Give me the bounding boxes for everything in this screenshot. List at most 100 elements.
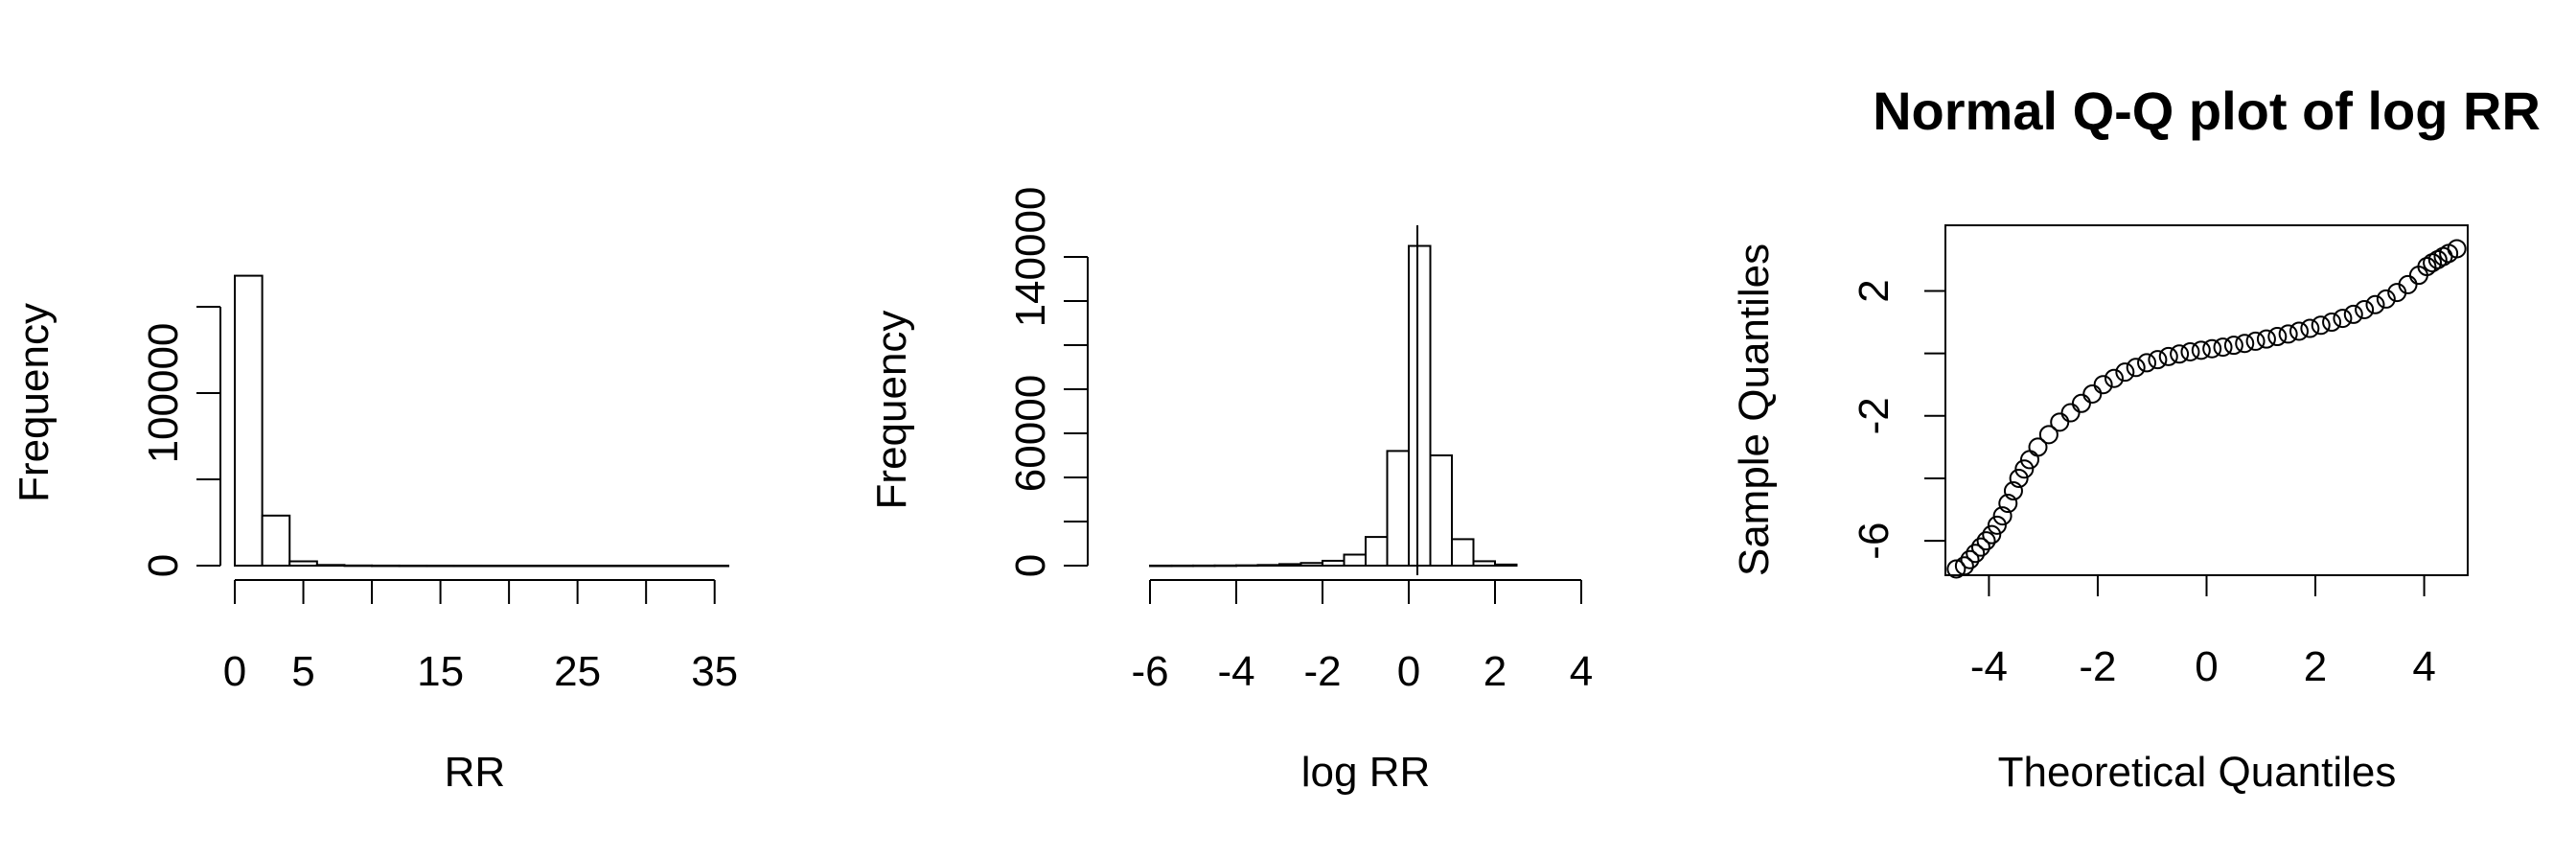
- qq-point: [2180, 341, 2200, 361]
- histogram-bar: [1429, 454, 1453, 567]
- qq-point: [2014, 459, 2035, 479]
- x-tick-label: 35: [691, 648, 738, 695]
- qq-point: [2104, 368, 2124, 388]
- histogram-bar: [1170, 564, 1194, 568]
- histogram-bar: [1278, 563, 1302, 568]
- histogram-bar: [426, 564, 455, 568]
- qq-point: [2417, 257, 2437, 277]
- plot-title: Normal Q-Q plot of log RR: [1873, 81, 2541, 141]
- histogram-bar: [315, 564, 346, 568]
- y-tick-label: 100000: [140, 323, 187, 464]
- qq-point: [2009, 468, 2029, 488]
- qq-point: [2202, 338, 2222, 359]
- x-tick-label: 2: [2304, 643, 2327, 690]
- y-tick-label: 2: [1851, 279, 1898, 302]
- qq-point: [2343, 304, 2363, 324]
- qq-point: [1992, 506, 2012, 526]
- plot-frame: [1944, 224, 2469, 576]
- qq-point: [2322, 313, 2342, 333]
- histogram-bar: [645, 564, 675, 568]
- histogram-bar: [288, 560, 318, 567]
- x-tick-label: 0: [1397, 648, 1420, 695]
- qq-point: [2267, 327, 2288, 347]
- qq-point: [2060, 403, 2081, 423]
- y-axis-label: Sample Quantiles: [1731, 244, 1778, 576]
- qq-point: [2365, 294, 2385, 314]
- histogram-bar: [1343, 553, 1367, 567]
- qq-point: [2447, 239, 2467, 259]
- x-axis-label: RR: [445, 749, 506, 796]
- x-tick-label: -4: [1217, 648, 1254, 695]
- histogram-bar: [1386, 450, 1410, 567]
- qq-point: [2158, 346, 2178, 366]
- qq-point: [2191, 340, 2211, 360]
- x-tick-label: -4: [1970, 643, 2008, 690]
- qq-point: [2376, 289, 2396, 309]
- qq-point: [2170, 344, 2190, 364]
- x-tick-label: 4: [1570, 648, 1593, 695]
- histogram-bar: [617, 564, 648, 568]
- qq-point: [2082, 383, 2103, 404]
- histogram-bar: [371, 564, 401, 568]
- x-axis-label: Theoretical Quantiles: [1998, 749, 2397, 796]
- qq-point: [2038, 425, 2058, 445]
- qq-point: [2148, 350, 2168, 370]
- qq-point: [2256, 329, 2276, 349]
- x-tick-label: 4: [2412, 643, 2435, 690]
- histogram-bar: [1192, 564, 1216, 568]
- qq-point: [2235, 334, 2255, 354]
- qq-point: [2071, 393, 2091, 413]
- x-tick-label: -6: [1131, 648, 1168, 695]
- qq-plot-panel: Normal Q-Q plot of log RR -4 -2 0 2 4 -6 -2 2 The…: [1731, 81, 2541, 796]
- x-tick-label: 0: [2195, 643, 2218, 690]
- qq-point: [2115, 362, 2135, 383]
- y-tick-label: -6: [1851, 522, 1898, 560]
- histogram-bar: [261, 514, 291, 567]
- qq-point: [1966, 544, 1986, 564]
- x-tick-label: -2: [1303, 648, 1341, 695]
- qq-point: [2213, 337, 2233, 358]
- histogram-bar: [398, 564, 428, 568]
- qq-point: [2093, 375, 2113, 395]
- qq-point: [2028, 437, 2048, 457]
- x-tick-label: -2: [2079, 643, 2116, 690]
- qq-point: [2289, 321, 2310, 341]
- qq-point: [1946, 559, 1966, 579]
- qq-point: [1998, 494, 2018, 514]
- y-tick-label: 0: [140, 554, 187, 577]
- x-tick-label: 2: [1484, 648, 1506, 695]
- histogram-bar: [1256, 564, 1280, 567]
- histogram-bar: [1235, 564, 1259, 568]
- x-tick-label: 0: [223, 648, 246, 695]
- qq-point: [1960, 549, 1980, 569]
- x-tick-label: 5: [291, 648, 314, 695]
- qq-point: [1970, 537, 1990, 557]
- histogram-bar: [1300, 562, 1323, 567]
- qq-point: [2311, 315, 2331, 336]
- histogram-bar: [563, 564, 592, 568]
- qq-point: [2050, 412, 2070, 432]
- x-tick-label: 25: [554, 648, 601, 695]
- histogram-bar: [234, 274, 264, 567]
- histogram-bar: [1149, 564, 1173, 568]
- qq-point: [1987, 515, 2007, 535]
- qq-point: [2137, 353, 2157, 373]
- y-tick-label: 140000: [1007, 187, 1054, 328]
- histogram-bar: [343, 564, 374, 568]
- histogram-bar: [1322, 559, 1346, 568]
- y-tick-label: -2: [1851, 397, 1898, 434]
- histogram-bar: [700, 564, 730, 568]
- histogram-bar: [452, 564, 483, 568]
- qq-point: [2300, 318, 2320, 338]
- histogram-bar: [1472, 560, 1496, 568]
- y-tick-label: 60000: [1007, 375, 1054, 492]
- qq-point: [2223, 336, 2243, 356]
- x-tick-label: 15: [417, 648, 464, 695]
- qq-point: [2398, 274, 2418, 294]
- histogram-log-rr-panel: -6 -4 -2 0 2 4 0 60000 140000 log RR Frequency: [868, 187, 1593, 796]
- histogram-bar: [508, 564, 538, 568]
- qq-point: [1976, 531, 1996, 551]
- qq-point: [2355, 299, 2375, 319]
